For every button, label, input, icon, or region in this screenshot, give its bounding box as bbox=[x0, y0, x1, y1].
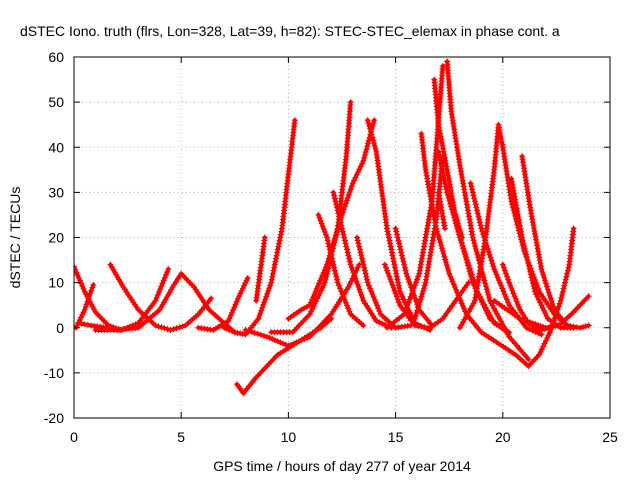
series-arc17 bbox=[381, 261, 431, 331]
series-arc34 bbox=[426, 279, 472, 331]
data-point-markers bbox=[354, 234, 414, 331]
series-line bbox=[432, 77, 510, 335]
x-tick-label: 20 bbox=[495, 429, 511, 445]
x-tick-label: 25 bbox=[602, 429, 618, 445]
data-point-markers bbox=[364, 117, 433, 333]
series-arc25 bbox=[452, 211, 466, 241]
series-line bbox=[108, 262, 214, 332]
series-line bbox=[427, 280, 471, 330]
x-axis-label: GPS time / hours of day 277 of year 2014 bbox=[213, 458, 471, 474]
data-point-markers bbox=[431, 76, 511, 336]
series-arc29 bbox=[478, 225, 577, 370]
series-arc05 bbox=[92, 270, 238, 336]
series-arc12 bbox=[285, 117, 378, 322]
y-axis-label: dSTEC / TECUs bbox=[7, 187, 23, 289]
y-tick-label: 10 bbox=[48, 275, 64, 291]
data-point-markers bbox=[426, 279, 472, 331]
series-arc33 bbox=[499, 261, 553, 333]
data-point-markers bbox=[107, 261, 215, 333]
series-arc26 bbox=[411, 153, 446, 322]
chart-title: dSTEC Iono. truth (flrs, Lon=328, Lat=39… bbox=[20, 23, 560, 39]
y-tick-label: 20 bbox=[48, 230, 64, 246]
data-point-markers bbox=[330, 189, 395, 331]
data-point-markers bbox=[452, 211, 466, 241]
data-point-markers bbox=[381, 261, 431, 331]
y-tick-label: -20 bbox=[44, 410, 64, 426]
data-point-markers bbox=[253, 234, 268, 304]
y-tick-label: 60 bbox=[48, 49, 64, 65]
x-tick-label: 5 bbox=[177, 429, 185, 445]
axis-ticks: 0 5 10 15 20 25 -20 -10 0 10 20 30 40 50 60 bbox=[44, 49, 618, 445]
series-arc14 bbox=[330, 189, 395, 331]
x-tick-label: 15 bbox=[388, 429, 404, 445]
series-arc27 bbox=[467, 180, 545, 338]
data-point-markers bbox=[411, 153, 446, 322]
data-point-markers bbox=[315, 211, 367, 329]
data-point-markers bbox=[92, 270, 238, 336]
y-tick-label: 40 bbox=[48, 139, 64, 155]
data-point-markers bbox=[195, 275, 251, 333]
series-arc07 bbox=[221, 117, 298, 338]
data-point-markers bbox=[519, 153, 592, 331]
series-arc06 bbox=[195, 275, 251, 333]
series-arc09 bbox=[253, 234, 268, 304]
series-arc32 bbox=[519, 153, 592, 331]
data-point-markers bbox=[285, 117, 378, 322]
y-tick-label: 30 bbox=[48, 184, 64, 200]
series-arc31 bbox=[508, 175, 577, 331]
series-line bbox=[520, 154, 591, 330]
x-tick-label: 10 bbox=[281, 429, 297, 445]
data-point-markers bbox=[478, 225, 577, 370]
x-tick-label: 0 bbox=[70, 429, 78, 445]
series-arc21 bbox=[431, 76, 511, 336]
y-tick-label: 50 bbox=[48, 94, 64, 110]
series-arc04 bbox=[107, 261, 215, 333]
series-arc16 bbox=[354, 234, 414, 331]
data-point-markers bbox=[508, 175, 577, 331]
series-arc13 bbox=[315, 211, 367, 329]
data-series bbox=[74, 58, 592, 397]
series-arc28 bbox=[456, 121, 571, 331]
y-tick-label: -10 bbox=[44, 365, 64, 381]
y-tick-label: 0 bbox=[56, 320, 64, 336]
data-point-markers bbox=[499, 261, 553, 333]
series-line bbox=[93, 271, 237, 335]
series-line bbox=[76, 267, 171, 332]
